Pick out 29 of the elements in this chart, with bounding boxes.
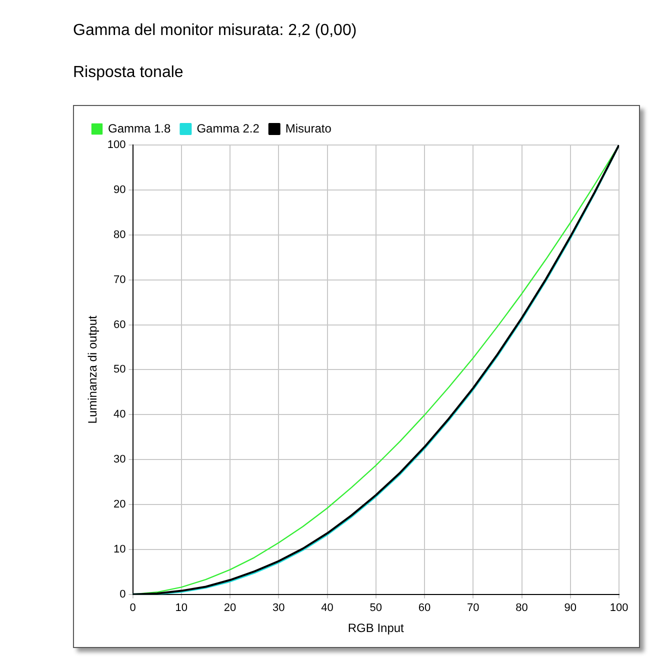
y-tick-label: 80 bbox=[114, 228, 126, 241]
x-tick-label: 60 bbox=[418, 602, 431, 614]
y-tick-label: 90 bbox=[114, 184, 126, 196]
y-axis-title: Luminanza di output bbox=[86, 314, 100, 424]
x-tick-label: 90 bbox=[564, 602, 576, 614]
x-tick-label: 0 bbox=[130, 602, 136, 614]
legend-label: Gamma 2.2 bbox=[196, 121, 260, 136]
y-tick-label: 70 bbox=[114, 274, 126, 286]
y-tick-label: 10 bbox=[114, 543, 126, 556]
y-tick-label: 40 bbox=[114, 408, 126, 421]
x-tick-label: 30 bbox=[272, 602, 285, 614]
y-tick-label: 30 bbox=[114, 454, 126, 466]
x-tick-label: 50 bbox=[370, 602, 382, 614]
x-axis-title: RGB Input bbox=[348, 621, 405, 636]
x-tick-label: 10 bbox=[175, 602, 188, 614]
x-tick-label: 20 bbox=[224, 602, 236, 614]
x-tick-label: 80 bbox=[516, 602, 528, 614]
x-tick-label: 100 bbox=[610, 602, 628, 614]
y-tick-label: 100 bbox=[107, 139, 126, 152]
chart-title: Gamma del monitor misurata: 2,2 (0,00) bbox=[73, 22, 357, 40]
legend-label: Gamma 1.8 bbox=[108, 121, 172, 136]
legend-label: Misurato bbox=[285, 121, 332, 136]
chart-subtitle: Risposta tonale bbox=[73, 64, 184, 82]
y-tick-label: 0 bbox=[120, 588, 126, 600]
x-tick-label: 70 bbox=[467, 602, 480, 614]
y-tick-label: 60 bbox=[114, 318, 126, 331]
y-tick-label: 20 bbox=[114, 498, 126, 511]
y-tick-label: 50 bbox=[114, 364, 126, 376]
x-tick-label: 40 bbox=[321, 602, 334, 614]
